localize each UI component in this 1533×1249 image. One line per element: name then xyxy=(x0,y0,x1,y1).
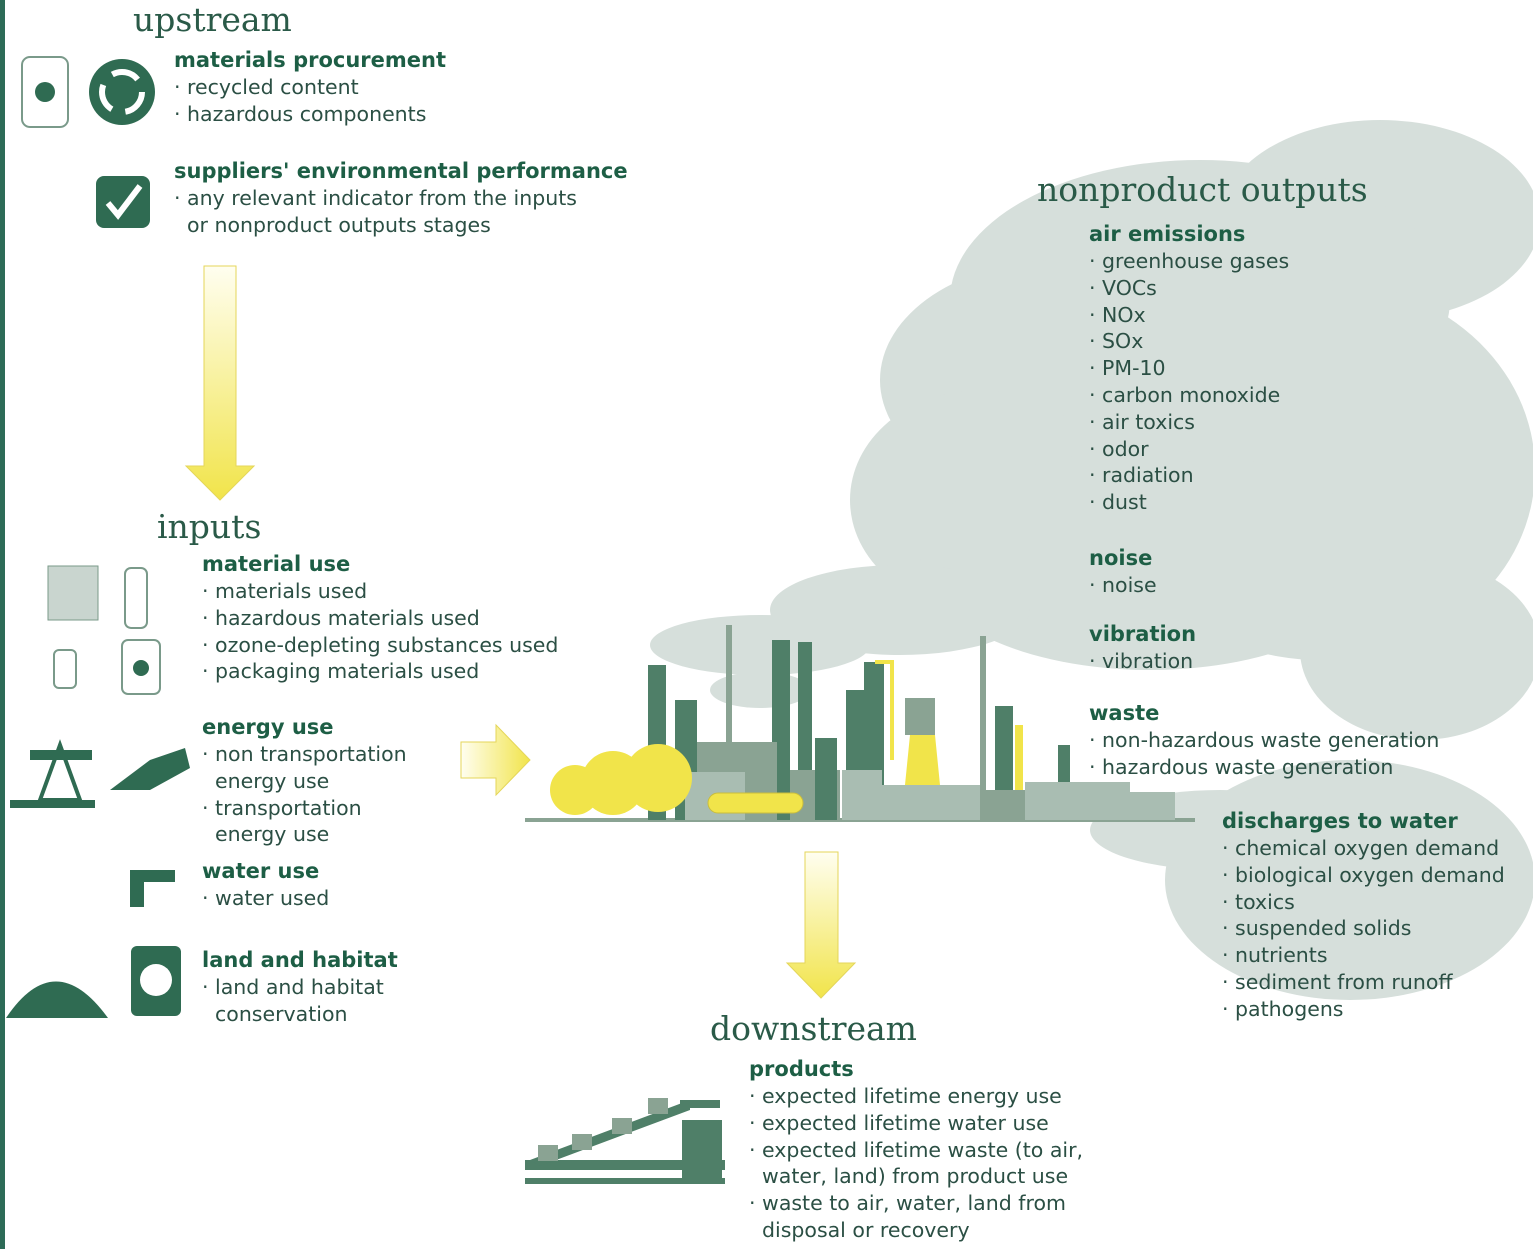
indicator-list: greenhouse gasesVOCsNOxSOxPM-10carbon mo… xyxy=(1089,248,1489,516)
page: upstream materials procurementrecycled co… xyxy=(0,0,1533,1249)
group-heading: water use xyxy=(202,857,502,885)
indicator: non transportation energy use xyxy=(202,741,432,795)
indicator-list: vibration xyxy=(1089,648,1389,675)
indicator: toxics xyxy=(1222,889,1532,916)
group-heading: discharges to water xyxy=(1222,807,1532,835)
indicator: hazardous materials used xyxy=(202,605,582,632)
indicator-list: materials usedhazardous materials usedoz… xyxy=(202,578,582,685)
stage-title: inputs xyxy=(157,507,261,546)
indicator: hazardous components xyxy=(174,101,594,128)
indicator-group: materials procurementrecycled contenthaz… xyxy=(174,46,594,128)
input-icons xyxy=(6,566,190,1018)
indicator: air toxics xyxy=(1089,409,1489,436)
indicator-list: chemical oxygen demandbiological oxygen … xyxy=(1222,835,1532,1023)
indicator-list: water used xyxy=(202,885,502,912)
indicator-group: productsexpected lifetime energy useexpe… xyxy=(749,1055,1094,1244)
indicator: transportation energy use xyxy=(202,795,432,849)
indicator: non-hazardous waste generation xyxy=(1089,727,1489,754)
indicator: dust xyxy=(1089,489,1489,516)
group-heading: vibration xyxy=(1089,620,1389,648)
indicator: radiation xyxy=(1089,462,1489,489)
indicator: hazardous waste generation xyxy=(1089,754,1489,781)
indicator: biological oxygen demand xyxy=(1222,862,1532,889)
indicator: recycled content xyxy=(174,74,594,101)
indicator-group: land and habitatland and habitat conserv… xyxy=(202,946,402,1028)
indicator-group: discharges to waterchemical oxygen deman… xyxy=(1222,807,1532,1023)
indicator: nutrients xyxy=(1222,942,1532,969)
indicator-list: land and habitat conservation xyxy=(202,974,402,1028)
indicator: PM-10 xyxy=(1089,355,1489,382)
indicator: vibration xyxy=(1089,648,1389,675)
indicator-group: energy usenon transportation energy uset… xyxy=(202,713,432,848)
indicator: chemical oxygen demand xyxy=(1222,835,1532,862)
indicator: greenhouse gases xyxy=(1089,248,1489,275)
indicator: materials used xyxy=(202,578,582,605)
indicator-group: noisenoise xyxy=(1089,544,1389,599)
group-heading: noise xyxy=(1089,544,1389,572)
indicator: carbon monoxide xyxy=(1089,382,1489,409)
indicator-list: expected lifetime energy useexpected lif… xyxy=(749,1083,1094,1244)
indicator: odor xyxy=(1089,436,1489,463)
arrow-down xyxy=(186,266,254,500)
indicator-group: suppliers' environmental performanceany … xyxy=(174,157,594,239)
upstream-icons xyxy=(22,57,155,228)
group-heading: suppliers' environmental performance xyxy=(174,157,594,185)
indicator-group: material usematerials usedhazardous mate… xyxy=(202,550,582,685)
indicator: packaging materials used xyxy=(202,658,582,685)
group-heading: energy use xyxy=(202,713,432,741)
indicator: noise xyxy=(1089,572,1389,599)
indicator: land and habitat conservation xyxy=(202,974,402,1028)
indicator: any relevant indicator from the inputs o… xyxy=(174,185,594,239)
group-heading: land and habitat xyxy=(202,946,402,974)
indicator-list: recycled contenthazardous components xyxy=(174,74,594,128)
indicator-group: vibrationvibration xyxy=(1089,620,1389,675)
group-heading: air emissions xyxy=(1089,220,1489,248)
indicator: ozone-depleting substances used xyxy=(202,632,582,659)
indicator: VOCs xyxy=(1089,275,1489,302)
conveyor xyxy=(525,1098,725,1184)
indicator: expected lifetime water use xyxy=(749,1110,1094,1137)
group-heading: waste xyxy=(1089,699,1489,727)
indicator-list: non transportation energy usetransportat… xyxy=(202,741,432,848)
indicator: waste to air, water, land from disposal … xyxy=(749,1190,1094,1244)
indicator-list: any relevant indicator from the inputs o… xyxy=(174,185,594,239)
indicator-group: wastenon-hazardous waste generationhazar… xyxy=(1089,699,1489,781)
indicator: water used xyxy=(202,885,502,912)
indicator-list: non-hazardous waste generationhazardous … xyxy=(1089,727,1489,781)
indicator: sediment from runoff xyxy=(1222,969,1532,996)
stage-title: upstream xyxy=(133,0,292,39)
group-heading: material use xyxy=(202,550,582,578)
indicator: SOx xyxy=(1089,328,1489,355)
group-heading: products xyxy=(749,1055,1094,1083)
indicator: expected lifetime energy use xyxy=(749,1083,1094,1110)
stage-title: nonproduct outputs xyxy=(1037,170,1368,209)
indicator-group: air emissionsgreenhouse gasesVOCsNOxSOxP… xyxy=(1089,220,1489,516)
arrow-right xyxy=(461,725,530,795)
stage-title: downstream xyxy=(710,1009,917,1048)
indicator: pathogens xyxy=(1222,996,1532,1023)
indicator-list: noise xyxy=(1089,572,1389,599)
indicator: expected lifetime waste (to air, water, … xyxy=(749,1137,1094,1191)
indicator: NOx xyxy=(1089,302,1489,329)
arrow-down xyxy=(787,852,855,998)
indicator: suspended solids xyxy=(1222,915,1532,942)
group-heading: materials procurement xyxy=(174,46,594,74)
